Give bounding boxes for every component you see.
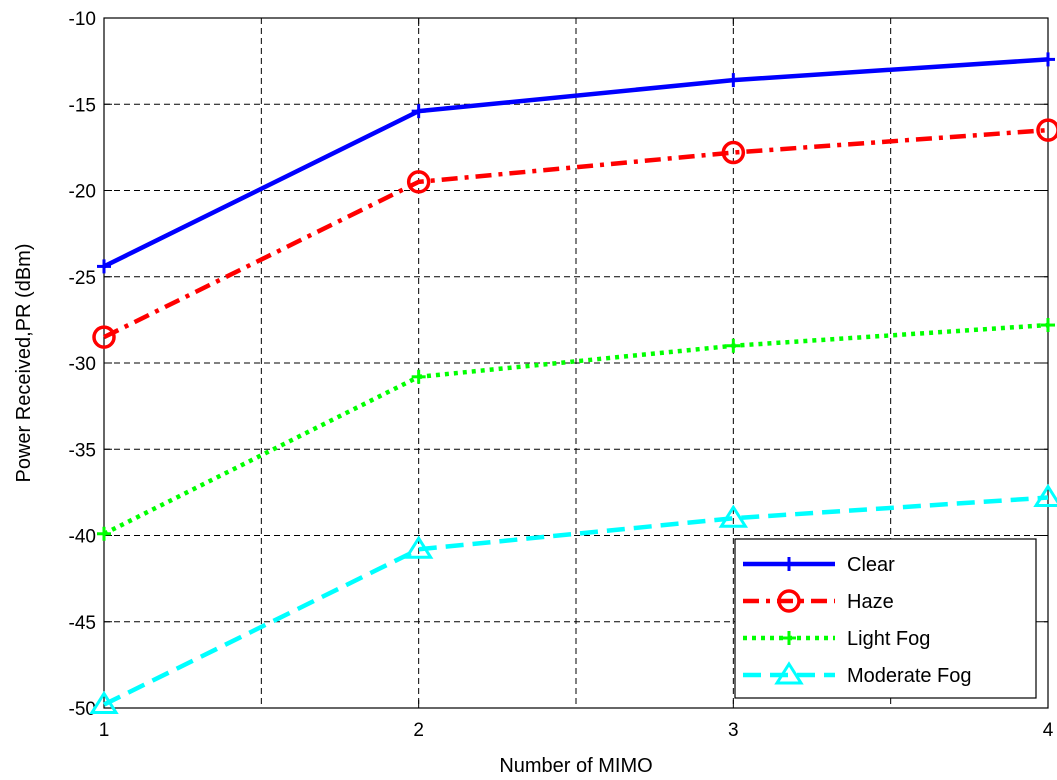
data-point-3-0 <box>89 690 119 715</box>
y-tick-label-1: -45 <box>69 613 96 634</box>
data-point-1-0 <box>92 325 116 349</box>
y-tick-label-8: -10 <box>69 9 96 30</box>
y-tick-label-3: -35 <box>69 440 96 461</box>
x-tick-label-3: 4 <box>1043 720 1054 741</box>
y-tick-label-6: -20 <box>69 182 96 203</box>
axis-ticks: 1 2 3 4 -50 -45 -40 -35 -30 -25 -20 -15 -10 <box>69 9 1054 741</box>
x-tick-label-1: 2 <box>413 720 424 741</box>
data-point-1-2 <box>721 140 746 165</box>
data-point-0-1 <box>411 104 426 119</box>
legend-marker-0 <box>782 557 796 571</box>
series-0 <box>97 52 1055 274</box>
y-axis-label: Power Received,PR (dBm) <box>13 244 35 483</box>
series-1 <box>92 118 1057 349</box>
series-line-0 <box>103 57 1049 269</box>
x-axis-label: Number of MIMO <box>499 755 652 777</box>
data-point-0-0 <box>97 259 111 274</box>
data-point-2-3 <box>1041 318 1055 333</box>
legend-marker-1 <box>777 589 801 613</box>
series-3 <box>89 483 1057 715</box>
data-point-3-2 <box>718 504 749 528</box>
grid-lines <box>104 18 1048 708</box>
legend: Clear Haze Light Fog Moderate Fog <box>734 538 1037 699</box>
legend-label-2: Light Fog <box>847 628 930 650</box>
legend-marker-2 <box>782 631 796 645</box>
x-tick-label-2: 3 <box>728 720 739 741</box>
series-group <box>89 52 1057 715</box>
legend-marker-3 <box>774 661 804 685</box>
data-point-2-2 <box>726 338 741 353</box>
data-point-1-3 <box>1036 118 1057 142</box>
x-tick-label-0: 1 <box>99 720 110 741</box>
legend-item-0: Clear <box>743 554 895 576</box>
data-point-0-2 <box>726 73 741 88</box>
y-tick-label-7: -15 <box>69 95 96 116</box>
data-point-3-3 <box>1033 483 1057 508</box>
series-line-3 <box>103 495 1049 707</box>
y-tick-label-0: -50 <box>69 699 96 720</box>
y-tick-label-5: -25 <box>69 268 96 289</box>
data-point-3-1 <box>403 535 434 559</box>
legend-label-0: Clear <box>847 554 895 576</box>
legend-item-3: Moderate Fog <box>743 661 972 687</box>
data-point-2-0 <box>97 526 111 541</box>
y-tick-label-2: -40 <box>69 527 96 548</box>
legend-label-3: Moderate Fog <box>847 665 972 687</box>
series-line-1 <box>103 127 1049 340</box>
data-point-2-1 <box>411 369 426 384</box>
legend-item-2: Light Fog <box>743 628 930 650</box>
series-2 <box>97 318 1055 541</box>
data-point-1-1 <box>406 170 431 194</box>
y-tick-label-4: -30 <box>69 354 96 375</box>
legend-item-1: Haze <box>743 589 894 613</box>
legend-label-1: Haze <box>847 591 894 613</box>
data-point-0-3 <box>1041 52 1055 67</box>
